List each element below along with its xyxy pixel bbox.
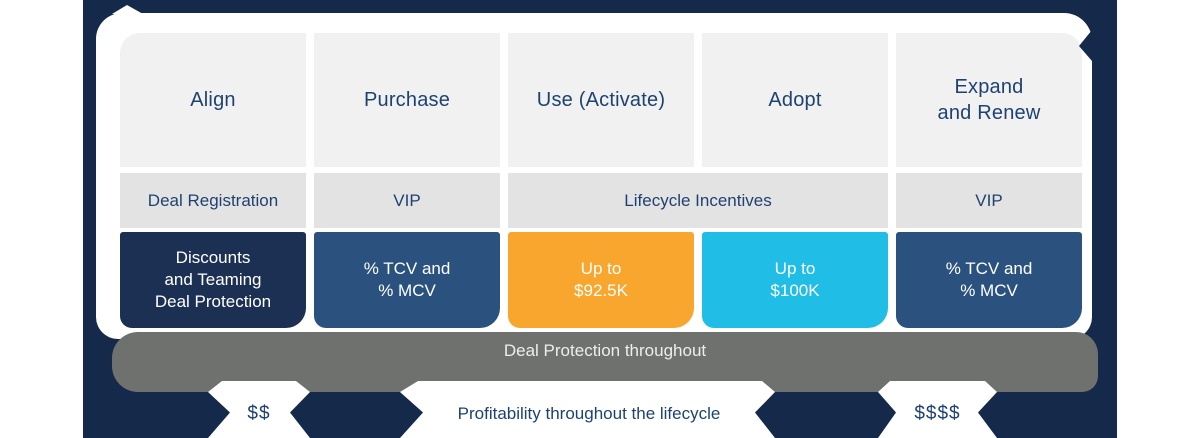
incentive-tcv-mcv-purchase: % TCV and % MCV <box>314 232 500 328</box>
profitability-label: Profitability throughout the lifecycle <box>457 404 721 423</box>
program-vip-purchase: VIP <box>314 173 500 228</box>
stage-align: Align <box>120 33 306 167</box>
stage-expand-renew: Expand and Renew <box>896 33 1082 167</box>
stage-purchase: Purchase <box>314 33 500 167</box>
profitability-low-badge: $$ <box>247 403 271 424</box>
profitability-high-badge: $$$$ <box>914 403 961 424</box>
program-lifecycle-incentives: Lifecycle Incentives <box>508 173 888 228</box>
program-deal-registration: Deal Registration <box>120 173 306 228</box>
program-vip-expand: VIP <box>896 173 1082 228</box>
incentive-up-to-92-5k: Up to $92.5K <box>508 232 694 328</box>
incentive-up-to-100k: Up to $100K <box>702 232 888 328</box>
stage-use-activate: Use (Activate) <box>508 33 694 167</box>
deal-protection-bar: Deal Protection throughout <box>112 332 1098 392</box>
stage-adopt: Adopt <box>702 33 888 167</box>
deal-protection-label: Deal Protection throughout <box>503 341 707 360</box>
incentive-discounts-teaming: Discounts and Teaming Deal Protection <box>120 232 306 328</box>
incentive-tcv-mcv-expand: % TCV and % MCV <box>896 232 1082 328</box>
